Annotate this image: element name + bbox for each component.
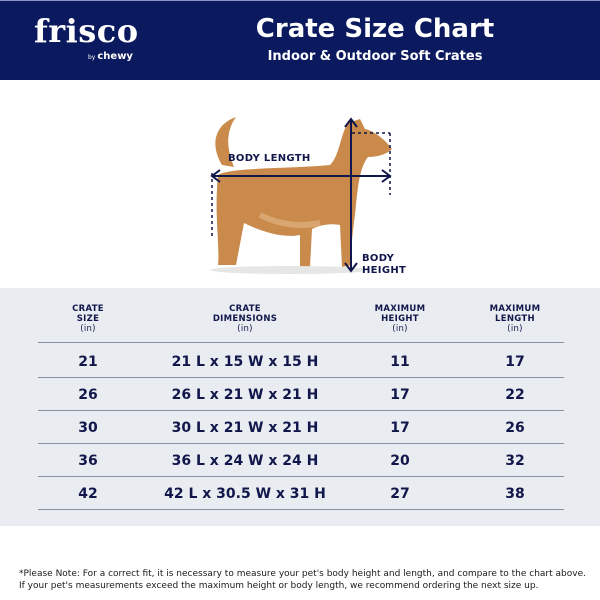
- cell-size: 26: [78, 387, 98, 403]
- cell-max-length: 26: [505, 420, 525, 436]
- header-line2: HEIGHT: [381, 314, 419, 324]
- header-maximum-length: MAXIMUM LENGTH (in): [465, 304, 565, 334]
- table-row: 42 42 L x 30.5 W x 31 H 27 38: [0, 478, 600, 510]
- page-title: Crate Size Chart: [255, 14, 495, 44]
- header-unit: (in): [392, 324, 408, 334]
- header-line1: MAXIMUM: [489, 304, 541, 314]
- cell-size: 30: [78, 420, 98, 436]
- table-row: 36 36 L x 24 W x 24 H 20 32: [0, 445, 600, 477]
- cell-max-length: 32: [505, 453, 525, 469]
- cell-dimensions: 36 L x 24 W x 24 H: [171, 453, 319, 469]
- divider: [38, 476, 564, 477]
- table-row: 21 21 L x 15 W x 15 H 11 17: [0, 346, 600, 378]
- logo-chewy: chewy: [97, 51, 133, 62]
- header-line2: DIMENSIONS: [212, 314, 278, 324]
- header-banner: frisco by chewy Crate Size Chart Indoor &…: [0, 0, 600, 80]
- cell-max-length: 38: [505, 486, 525, 502]
- header-line1: CRATE: [72, 304, 104, 314]
- cell-max-length: 22: [505, 387, 525, 403]
- divider: [38, 509, 564, 510]
- logo-wordmark: frisco: [34, 12, 139, 50]
- cell-max-height: 27: [390, 486, 410, 502]
- cell-max-height: 11: [390, 354, 410, 370]
- cell-dimensions: 30 L x 21 W x 21 H: [171, 420, 319, 436]
- cell-max-height: 20: [390, 453, 410, 469]
- header-line2: SIZE: [76, 314, 100, 324]
- table-row: 26 26 L x 21 W x 21 H 17 22: [0, 379, 600, 411]
- table-row: 30 30 L x 21 W x 21 H 17 26: [0, 412, 600, 444]
- header-line2: LENGTH: [495, 314, 535, 324]
- header-unit: (in): [237, 324, 253, 334]
- cell-dimensions: 26 L x 21 W x 21 H: [171, 387, 319, 403]
- note-line2: If your pet's measurements exceed the ma…: [19, 580, 539, 591]
- divider: [38, 342, 564, 343]
- header-maximum-height: MAXIMUM HEIGHT (in): [350, 304, 450, 334]
- body-height-label: BODY HEIGHT: [362, 253, 406, 277]
- note-line1: *Please Note: For a correct fit, it is n…: [19, 569, 586, 579]
- body-length-label: BODY LENGTH: [228, 153, 311, 164]
- body-height-label-line2: HEIGHT: [362, 265, 407, 276]
- frisco-logo: frisco by chewy: [34, 12, 139, 62]
- title-block: Crate Size Chart Indoor & Outdoor Soft C…: [240, 13, 510, 67]
- divider: [38, 377, 564, 378]
- dog-measurement-illustration: BODY LENGTH BODY HEIGHT: [200, 105, 420, 280]
- cell-dimensions: 21 L x 15 W x 15 H: [171, 354, 319, 370]
- cell-size: 21: [78, 354, 98, 370]
- cell-size: 36: [78, 453, 98, 469]
- cell-dimensions: 42 L x 30.5 W x 31 H: [164, 486, 326, 502]
- dog-icon: [210, 117, 392, 274]
- fit-note: *Please Note: For a correct fit, it is n…: [19, 569, 589, 592]
- header-unit: (in): [507, 324, 523, 334]
- divider: [38, 410, 564, 411]
- header-line1: MAXIMUM: [374, 304, 426, 314]
- header-crate-dimensions: CRATE DIMENSIONS (in): [140, 304, 350, 334]
- header-unit: (in): [80, 324, 96, 334]
- logo-byline: by chewy: [88, 51, 133, 62]
- header-crate-size: CRATE SIZE (in): [38, 304, 138, 334]
- crate-size-table: CRATE SIZE (in) CRATE DIMENSIONS (in) MA…: [0, 288, 600, 526]
- divider: [38, 443, 564, 444]
- cell-max-height: 17: [390, 387, 410, 403]
- header-line1: CRATE: [229, 304, 261, 314]
- cell-size: 42: [78, 486, 98, 502]
- cell-max-length: 17: [505, 354, 525, 370]
- logo-by: by: [88, 54, 96, 61]
- page-subtitle: Indoor & Outdoor Soft Crates: [267, 49, 483, 64]
- cell-max-height: 17: [390, 420, 410, 436]
- body-height-label-line1: BODY: [362, 253, 395, 264]
